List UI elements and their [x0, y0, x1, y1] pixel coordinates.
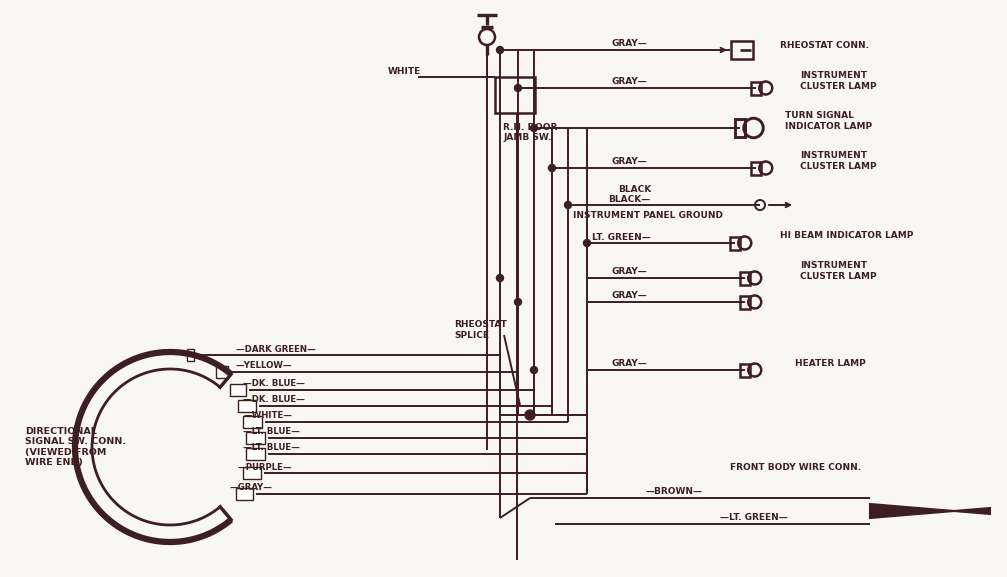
- Text: INSTRUMENT
CLUSTER LAMP: INSTRUMENT CLUSTER LAMP: [800, 261, 877, 280]
- Text: —WHITE—: —WHITE—: [243, 411, 292, 421]
- Text: —YELLOW—: —YELLOW—: [236, 362, 293, 370]
- Text: —DK. BLUE—: —DK. BLUE—: [243, 380, 305, 388]
- Text: GRAY—: GRAY—: [612, 291, 648, 301]
- Text: WHITE: WHITE: [388, 68, 421, 77]
- Circle shape: [531, 366, 538, 373]
- Bar: [246, 448, 265, 460]
- Text: —LT. BLUE—: —LT. BLUE—: [243, 428, 300, 436]
- Text: RHEOSTAT
SPLICE: RHEOSTAT SPLICE: [454, 320, 507, 340]
- Circle shape: [583, 239, 590, 246]
- Text: FRONT BODY WIRE CONN.: FRONT BODY WIRE CONN.: [730, 463, 861, 473]
- Text: —LT. BLUE—: —LT. BLUE—: [243, 444, 300, 452]
- Bar: [740, 364, 750, 377]
- Text: INSTRUMENT
CLUSTER LAMP: INSTRUMENT CLUSTER LAMP: [800, 72, 877, 91]
- Text: HI BEAM INDICATOR LAMP: HI BEAM INDICATOR LAMP: [780, 231, 913, 241]
- Bar: [740, 295, 750, 309]
- Text: —LT. GREEN—: —LT. GREEN—: [720, 514, 787, 523]
- Bar: [730, 237, 740, 249]
- Bar: [495, 77, 535, 113]
- Bar: [239, 400, 256, 412]
- Text: GRAY—: GRAY—: [612, 158, 648, 167]
- Text: —BROWN—: —BROWN—: [645, 488, 702, 496]
- Text: R.H. DOOR
JAMB SW.: R.H. DOOR JAMB SW.: [504, 123, 558, 143]
- Bar: [735, 119, 745, 137]
- Circle shape: [531, 125, 538, 132]
- Bar: [244, 416, 262, 428]
- Text: GRAY—: GRAY—: [612, 359, 648, 369]
- Text: BLACK—: BLACK—: [608, 194, 651, 204]
- Bar: [751, 81, 761, 95]
- Polygon shape: [870, 504, 990, 518]
- Circle shape: [565, 201, 572, 208]
- Circle shape: [525, 410, 535, 420]
- Bar: [246, 432, 265, 444]
- Bar: [740, 272, 750, 284]
- Bar: [187, 349, 193, 361]
- Text: INSTRUMENT
CLUSTER LAMP: INSTRUMENT CLUSTER LAMP: [800, 151, 877, 171]
- Circle shape: [496, 275, 504, 282]
- Text: TURN SIGNAL
INDICATOR LAMP: TURN SIGNAL INDICATOR LAMP: [785, 111, 872, 131]
- Text: HEATER LAMP: HEATER LAMP: [795, 358, 866, 368]
- Bar: [215, 366, 229, 378]
- Text: —DK. BLUE—: —DK. BLUE—: [243, 395, 305, 404]
- Circle shape: [549, 164, 556, 171]
- Text: —PURPLE—: —PURPLE—: [238, 463, 293, 471]
- Text: RHEOSTAT CONN.: RHEOSTAT CONN.: [780, 40, 869, 50]
- Bar: [751, 162, 761, 174]
- Bar: [243, 467, 262, 479]
- Bar: [231, 384, 246, 396]
- Text: GRAY—: GRAY—: [612, 268, 648, 276]
- Text: —DARK GREEN—: —DARK GREEN—: [236, 344, 316, 354]
- Text: GRAY—: GRAY—: [612, 39, 648, 48]
- Circle shape: [515, 298, 522, 305]
- Text: BLACK: BLACK: [618, 185, 652, 193]
- Circle shape: [515, 84, 522, 92]
- Text: GRAY—: GRAY—: [612, 77, 648, 87]
- Circle shape: [496, 47, 504, 54]
- Text: —GRAY—: —GRAY—: [230, 484, 273, 493]
- Bar: [731, 41, 753, 59]
- Text: DIRECTIONAL
SIGNAL SW. CONN.
(VIEWED FROM
WIRE END): DIRECTIONAL SIGNAL SW. CONN. (VIEWED FRO…: [25, 427, 126, 467]
- Text: INSTRUMENT PANEL GROUND: INSTRUMENT PANEL GROUND: [573, 211, 723, 219]
- Bar: [236, 488, 253, 500]
- Text: LT. GREEN—: LT. GREEN—: [592, 233, 651, 242]
